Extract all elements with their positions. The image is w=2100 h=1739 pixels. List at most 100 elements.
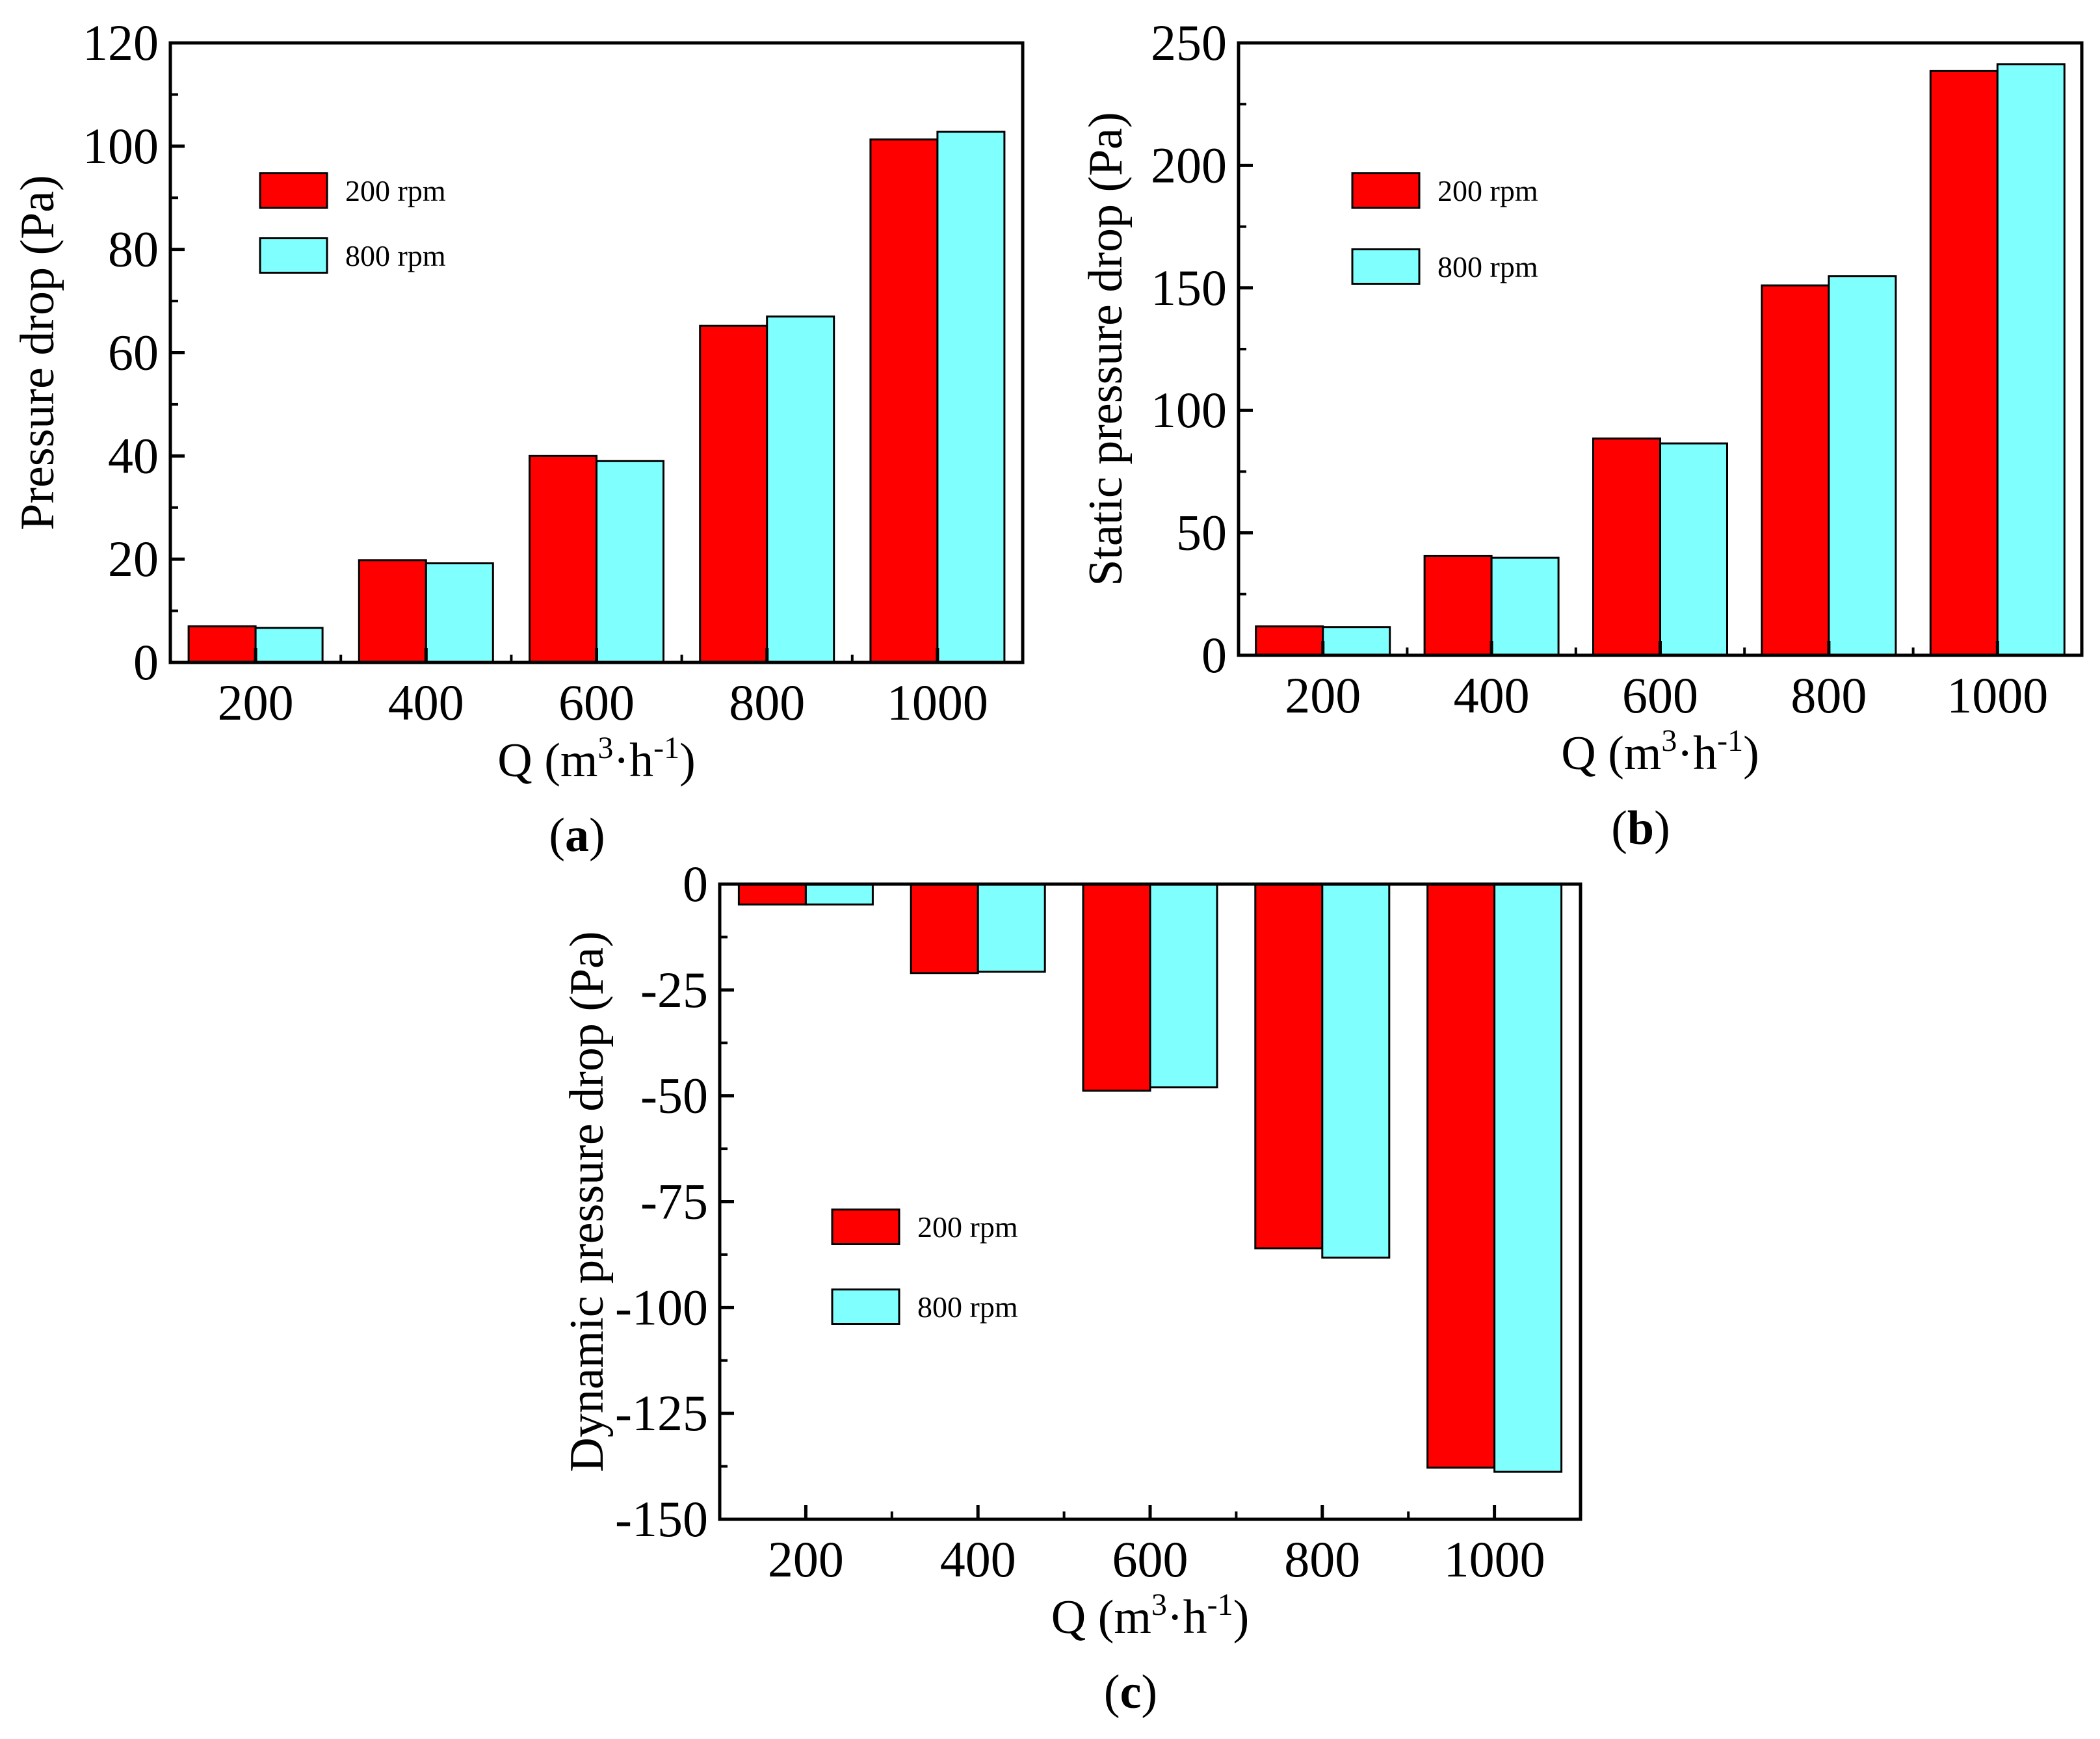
- chart-panel-c: 0 -25 -50 -75 -100 -125 -150 200 400 600 800 1000 Dy…: [560, 856, 1582, 1719]
- bar-c-800-rpm-200: [804, 883, 874, 906]
- y-tick-label-c: -25: [640, 961, 708, 1018]
- panel-label-b: (b): [1611, 802, 1670, 855]
- bar-a-800-rpm-200: [254, 627, 324, 664]
- legend-label-c-0: 200 rpm: [917, 1210, 1018, 1244]
- panel-label-a: (a): [549, 809, 605, 862]
- legend-swatch-c-1: [831, 1288, 900, 1325]
- legend-swatch-c-0: [831, 1209, 900, 1245]
- legend-c: 200 rpm 800 rpm: [831, 1209, 1018, 1325]
- bar-b-800-rpm-400: [1490, 556, 1560, 657]
- y-tick-label-c: 0: [683, 856, 708, 912]
- y-tick-label-c: -100: [615, 1279, 708, 1335]
- bar-a-200-rpm-1000: [869, 138, 939, 664]
- bar-a-200-rpm-400: [358, 559, 427, 664]
- x-axis-title-dot: ·: [1167, 1591, 1183, 1644]
- y-axis-title-c: Dynamic pressure drop (Pa): [560, 931, 614, 1472]
- x-axis-title-a: Q (m3·h-1): [497, 731, 695, 787]
- panel-label-letter: c: [1120, 1666, 1142, 1719]
- x-tick-label-a: 1000: [887, 674, 988, 731]
- bar-a-800-rpm-1000: [936, 131, 1006, 664]
- x-tick-label-b: 1000: [1947, 667, 2048, 724]
- y-axis-title-b: Static pressure drop (Pa): [1079, 112, 1133, 586]
- panel-label-close: ): [589, 809, 605, 862]
- bar-b-800-rpm-800: [1828, 275, 1897, 657]
- x-axis-title-dot: ·: [1677, 727, 1693, 780]
- x-tick-label-c: 400: [940, 1531, 1016, 1588]
- y-tick-label-c: -150: [615, 1491, 708, 1547]
- legend-label-c-1: 800 rpm: [917, 1290, 1018, 1324]
- x-axis-title-h: h: [629, 734, 653, 787]
- legend-swatch-b-1: [1351, 248, 1421, 285]
- x-axis-title-c: Q (m3·h-1): [1051, 1588, 1249, 1644]
- x-axis-title-close: ): [679, 734, 696, 787]
- panel-label-letter: a: [565, 809, 589, 862]
- legend-label-b-1: 800 rpm: [1437, 250, 1538, 283]
- panel-label-open: (: [1611, 802, 1627, 855]
- bar-c-800-rpm-600: [1149, 883, 1218, 1089]
- bar-c-800-rpm-800: [1321, 883, 1391, 1259]
- legend-swatch-b-0: [1351, 172, 1421, 209]
- x-axis-title-h: h: [1183, 1591, 1207, 1644]
- bar-b-200-rpm-200: [1255, 625, 1324, 657]
- y-tick-label-b: 50: [1176, 504, 1227, 561]
- bar-c-200-rpm-400: [910, 883, 979, 974]
- chart-panel-b: 0 50 100 150 200 250 200 400 600 800 1000 Static pr…: [1079, 14, 2084, 855]
- x-axis-title-sup: -1: [653, 731, 679, 765]
- panel-label-open: (: [1104, 1666, 1120, 1719]
- panel-label-open: (: [549, 809, 565, 862]
- bar-c-200-rpm-800: [1254, 883, 1324, 1249]
- legend-a: 200 rpm 800 rpm: [259, 172, 446, 274]
- x-axis-title-sup: 3: [1151, 1588, 1167, 1622]
- bar-a-800-rpm-600: [596, 460, 664, 664]
- y-tick-label-c: -75: [640, 1173, 708, 1230]
- x-tick-label-a: 200: [218, 674, 294, 731]
- x-axis-title-close: ): [1233, 1591, 1250, 1644]
- y-tick-label-c: -125: [615, 1385, 708, 1441]
- x-tick-label-b: 200: [1285, 667, 1361, 724]
- panel-label-close: ): [1654, 802, 1670, 855]
- legend-swatch-a-0: [259, 172, 328, 209]
- x-tick-label-b: 800: [1791, 667, 1867, 724]
- y-tick-label-b: 250: [1151, 14, 1227, 71]
- x-tick-label-a: 800: [729, 674, 805, 731]
- y-tick-label-b: 0: [1201, 627, 1227, 683]
- legend-label-b-0: 200 rpm: [1437, 174, 1538, 207]
- x-axis-title-text: Q (m: [1051, 1591, 1151, 1644]
- bar-c-200-rpm-600: [1082, 883, 1151, 1092]
- legend-label-a-1: 800 rpm: [345, 239, 446, 272]
- bar-a-200-rpm-800: [699, 324, 768, 664]
- bar-a-200-rpm-600: [529, 454, 597, 664]
- x-tick-label-c: 1000: [1444, 1531, 1545, 1588]
- y-tick-label-b: 150: [1151, 259, 1227, 316]
- x-axis-title-close: ): [1743, 727, 1759, 780]
- bar-b-800-rpm-600: [1659, 442, 1728, 657]
- panel-label-close: ): [1141, 1666, 1157, 1719]
- bar-b-200-rpm-400: [1423, 555, 1493, 657]
- y-tick-label-a: 60: [108, 324, 159, 381]
- y-tick-label-b: 100: [1151, 382, 1227, 438]
- x-tick-label-a: 600: [558, 674, 635, 731]
- chart-panel-a: 0 20 40 60 80 100 120 200 400 600 800 1000 Pressure …: [11, 14, 1025, 862]
- bar-b-200-rpm-1000: [1929, 70, 1999, 657]
- bar-c-200-rpm-1000: [1426, 883, 1496, 1469]
- x-axis-title-text: Q (m: [1561, 727, 1661, 780]
- x-tick-label-a: 400: [388, 674, 464, 731]
- legend-b: 200 rpm 800 rpm: [1351, 172, 1538, 285]
- x-tick-label-c: 600: [1112, 1531, 1188, 1588]
- bar-c-800-rpm-1000: [1493, 883, 1563, 1473]
- x-axis-title-sup: -1: [1717, 724, 1743, 758]
- bar-b-200-rpm-600: [1592, 438, 1661, 657]
- legend-label-a-0: 200 rpm: [345, 174, 446, 207]
- y-tick-label-a: 120: [83, 14, 159, 71]
- y-tick-label-a: 80: [108, 221, 159, 278]
- x-tick-label-c: 200: [768, 1531, 844, 1588]
- y-axis-title-a: Pressure drop (Pa): [11, 175, 64, 530]
- bar-b-800-rpm-1000: [1996, 63, 2066, 657]
- y-tick-label-c: -50: [640, 1067, 708, 1124]
- bar-b-800-rpm-200: [1322, 626, 1391, 657]
- y-tick-label-a: 40: [108, 427, 159, 484]
- panel-label-c: (c): [1104, 1666, 1157, 1719]
- y-tick-label-a: 100: [83, 118, 159, 174]
